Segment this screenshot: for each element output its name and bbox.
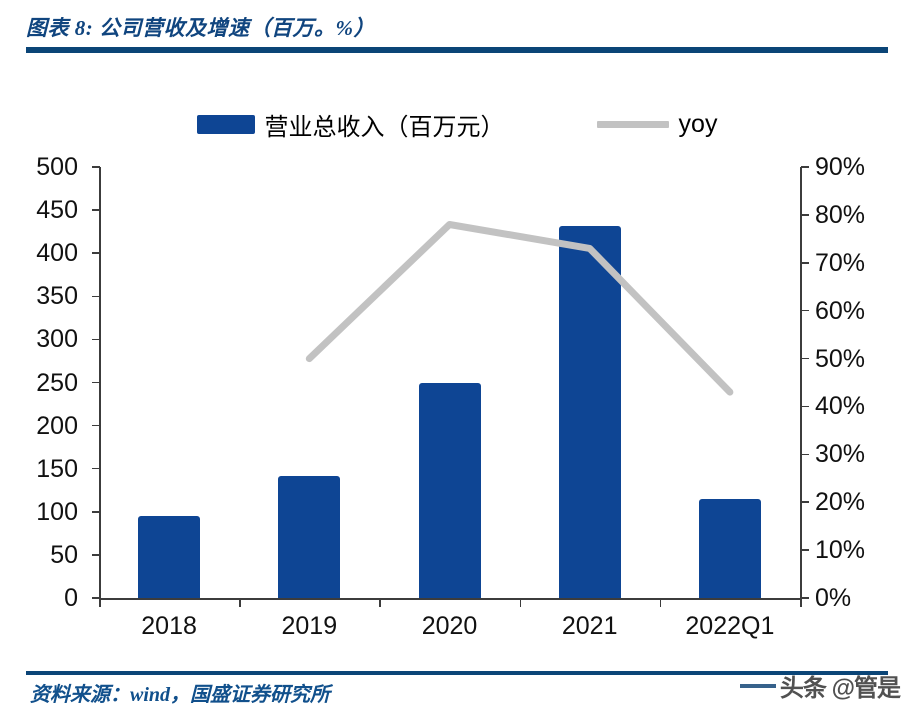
y-axis-left-tick	[92, 554, 100, 556]
bar	[558, 225, 621, 598]
footer-divider	[26, 671, 888, 675]
x-axis-tick-label: 2019	[281, 612, 338, 640]
y-axis-left-tick-label: 300	[36, 325, 78, 354]
y-axis-left-tick	[92, 166, 100, 168]
watermark-line-icon	[739, 683, 776, 688]
bar	[698, 498, 761, 598]
x-axis-tick	[239, 599, 241, 607]
x-axis-tick	[519, 599, 522, 607]
x-axis-tick-label: 2020	[421, 612, 478, 640]
y-axis-left-tick	[92, 338, 100, 341]
y-axis-right-tick-label: 60%	[815, 296, 866, 325]
y-axis-right-tick	[801, 357, 809, 360]
y-axis-right-tick	[801, 214, 809, 216]
yoy-line-path	[305, 221, 734, 396]
y-axis-left-tick	[92, 252, 100, 254]
legend-item-revenue: 营业总收入（百万元）	[196, 107, 505, 142]
y-axis-right-tick-label: 90%	[815, 153, 866, 181]
y-axis-left-tick-label: 350	[36, 282, 78, 311]
y-axis-left-tick-label: 50	[50, 540, 78, 569]
x-axis-tick	[659, 599, 662, 607]
x-axis-tick	[800, 599, 802, 607]
chart-title-bar: 图表 8: 公司营收及增速（百万。%）	[26, 10, 886, 44]
legend-line-swatch-icon	[596, 120, 669, 128]
y-axis-right-line	[800, 167, 802, 599]
x-axis-tick-label: 2021	[561, 612, 618, 640]
y-axis-left-tick	[92, 295, 100, 298]
legend-item-label: yoy	[678, 109, 718, 138]
y-axis-right-tick	[801, 405, 809, 408]
chart-area: 0 50 100 150 200 250 300 350 400 450 500 0% 10% 20% 3…	[0, 150, 914, 650]
y-axis-left-tick	[92, 381, 100, 384]
x-axis-tick-label: 2018	[141, 612, 197, 640]
y-axis-left-tick-label: 0	[64, 584, 78, 612]
y-axis-right-tick	[801, 261, 809, 264]
title-divider	[26, 47, 888, 53]
y-axis-right-tick-label: 0%	[815, 584, 852, 612]
y-axis-right-tick	[801, 549, 809, 551]
legend-item-yoy: yoy	[596, 109, 718, 139]
y-axis-left-tick-label: 500	[36, 153, 78, 181]
y-axis-left-tick	[92, 597, 100, 599]
y-axis-right-tick-label: 70%	[815, 248, 866, 277]
y-axis-left-tick	[92, 467, 100, 470]
x-axis-tick	[379, 599, 381, 607]
y-axis-right-tick	[801, 597, 809, 599]
y-axis-right-tick	[801, 453, 809, 456]
watermark: 头条 @管是	[739, 668, 901, 703]
y-axis-right-tick-label: 40%	[815, 392, 866, 421]
bar	[138, 516, 201, 598]
bar	[418, 382, 481, 598]
y-axis-right-tick-label: 30%	[815, 440, 866, 469]
y-axis-right-tick	[801, 309, 809, 312]
y-axis-left-tick-label: 150	[36, 454, 78, 483]
y-axis-left-tick	[92, 209, 100, 211]
bar	[278, 476, 341, 598]
y-axis-left-tick-label: 250	[36, 368, 78, 397]
y-axis-left-tick	[92, 511, 100, 513]
x-axis-tick-label: 2022Q1	[685, 612, 775, 640]
y-axis-right-tick-label: 50%	[815, 344, 866, 373]
page-title: 图表 8: 公司营收及增速（百万。%）	[26, 16, 375, 40]
x-axis-tick	[99, 599, 101, 607]
y-axis-left-tick-label: 100	[36, 497, 78, 526]
legend-item-label: 营业总收入（百万元）	[264, 114, 505, 141]
y-axis-left-tick	[92, 424, 100, 427]
y-axis-right-tick-label: 80%	[815, 200, 866, 229]
y-axis-right-tick	[801, 501, 809, 504]
y-axis-left-tick-label: 450	[36, 196, 78, 225]
x-axis-line	[99, 598, 802, 600]
source-note: 资料来源：wind，国盛证券研究所	[30, 684, 331, 706]
watermark-text: 头条 @管是	[779, 675, 901, 702]
legend-bar-swatch-icon	[196, 114, 255, 134]
y-axis-right-tick-label: 10%	[815, 536, 866, 565]
chart-legend: 营业总收入（百万元） yoy	[0, 103, 914, 145]
y-axis-left-tick-label: 200	[36, 411, 78, 440]
y-axis-right-tick	[801, 166, 809, 168]
y-axis-right-tick-label: 20%	[815, 488, 866, 517]
y-axis-left-tick-label: 400	[36, 239, 78, 268]
